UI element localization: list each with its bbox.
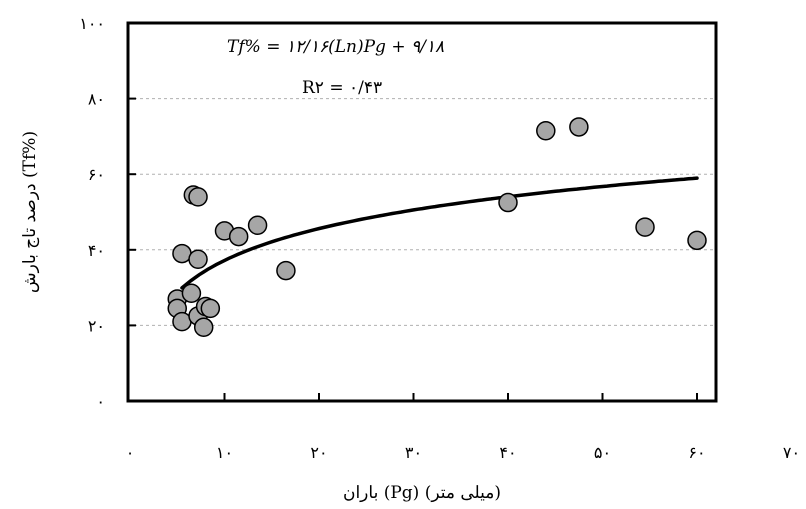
data-point xyxy=(687,230,707,251)
data-point xyxy=(172,311,192,332)
data-point xyxy=(635,217,655,237)
data-point xyxy=(200,298,221,319)
data-point xyxy=(247,215,268,235)
fit-curve-group xyxy=(180,176,699,290)
regression-equation: Tf% = ۱۲/۱۶(Ln)Pg + ۹/۱۸ xyxy=(227,37,444,57)
data-point xyxy=(276,260,296,281)
x-tick-label: ۰ xyxy=(126,443,135,462)
y-tick-label: ۱۰۰ xyxy=(79,14,105,33)
y-tick-label: ۴۰ xyxy=(88,241,105,260)
x-axis-ticks: ۰ ۱۰ ۲۰ ۳۰ ۴۰ ۵۰ ۶۰ ۷۰ xyxy=(126,393,800,462)
data-point xyxy=(188,187,208,207)
x-tick-label: ۱۰ xyxy=(216,443,233,462)
data-points xyxy=(167,117,707,338)
y-tick-label: ۶۰ xyxy=(88,165,105,184)
data-point xyxy=(181,283,202,304)
r-squared-label: R۲ = ۰/۴۳ xyxy=(302,78,382,98)
y-tick-label: ۸۰ xyxy=(88,90,105,109)
data-point xyxy=(172,243,192,264)
y-tick-label: ۲۰ xyxy=(88,316,105,335)
data-point xyxy=(188,249,208,269)
y-axis-ticks: ۰ ۲۰ ۴۰ ۶۰ ۸۰ ۱۰۰ xyxy=(79,14,136,411)
y-axis-label: درصد تاج بارش (Tf%) xyxy=(20,131,40,293)
data-point xyxy=(536,120,556,141)
x-tick-label: ۴۰ xyxy=(499,443,516,462)
x-axis-label: باران (Pg) (میلی متر) xyxy=(343,483,501,503)
data-point xyxy=(569,117,589,137)
y-tick-label: ۰ xyxy=(96,392,105,411)
plot-area-frame xyxy=(126,21,718,403)
x-tick-label: ۶۰ xyxy=(688,443,705,462)
data-point xyxy=(193,317,214,338)
data-point xyxy=(228,226,249,247)
x-tick-label: ۳۰ xyxy=(405,443,422,462)
x-tick-label: ۵۰ xyxy=(594,443,611,462)
data-point xyxy=(498,192,518,213)
fit-curve-line xyxy=(180,176,699,290)
x-tick-label: ۲۰ xyxy=(310,443,327,462)
x-tick-label: ۷۰ xyxy=(783,443,800,462)
gridlines xyxy=(128,98,716,326)
